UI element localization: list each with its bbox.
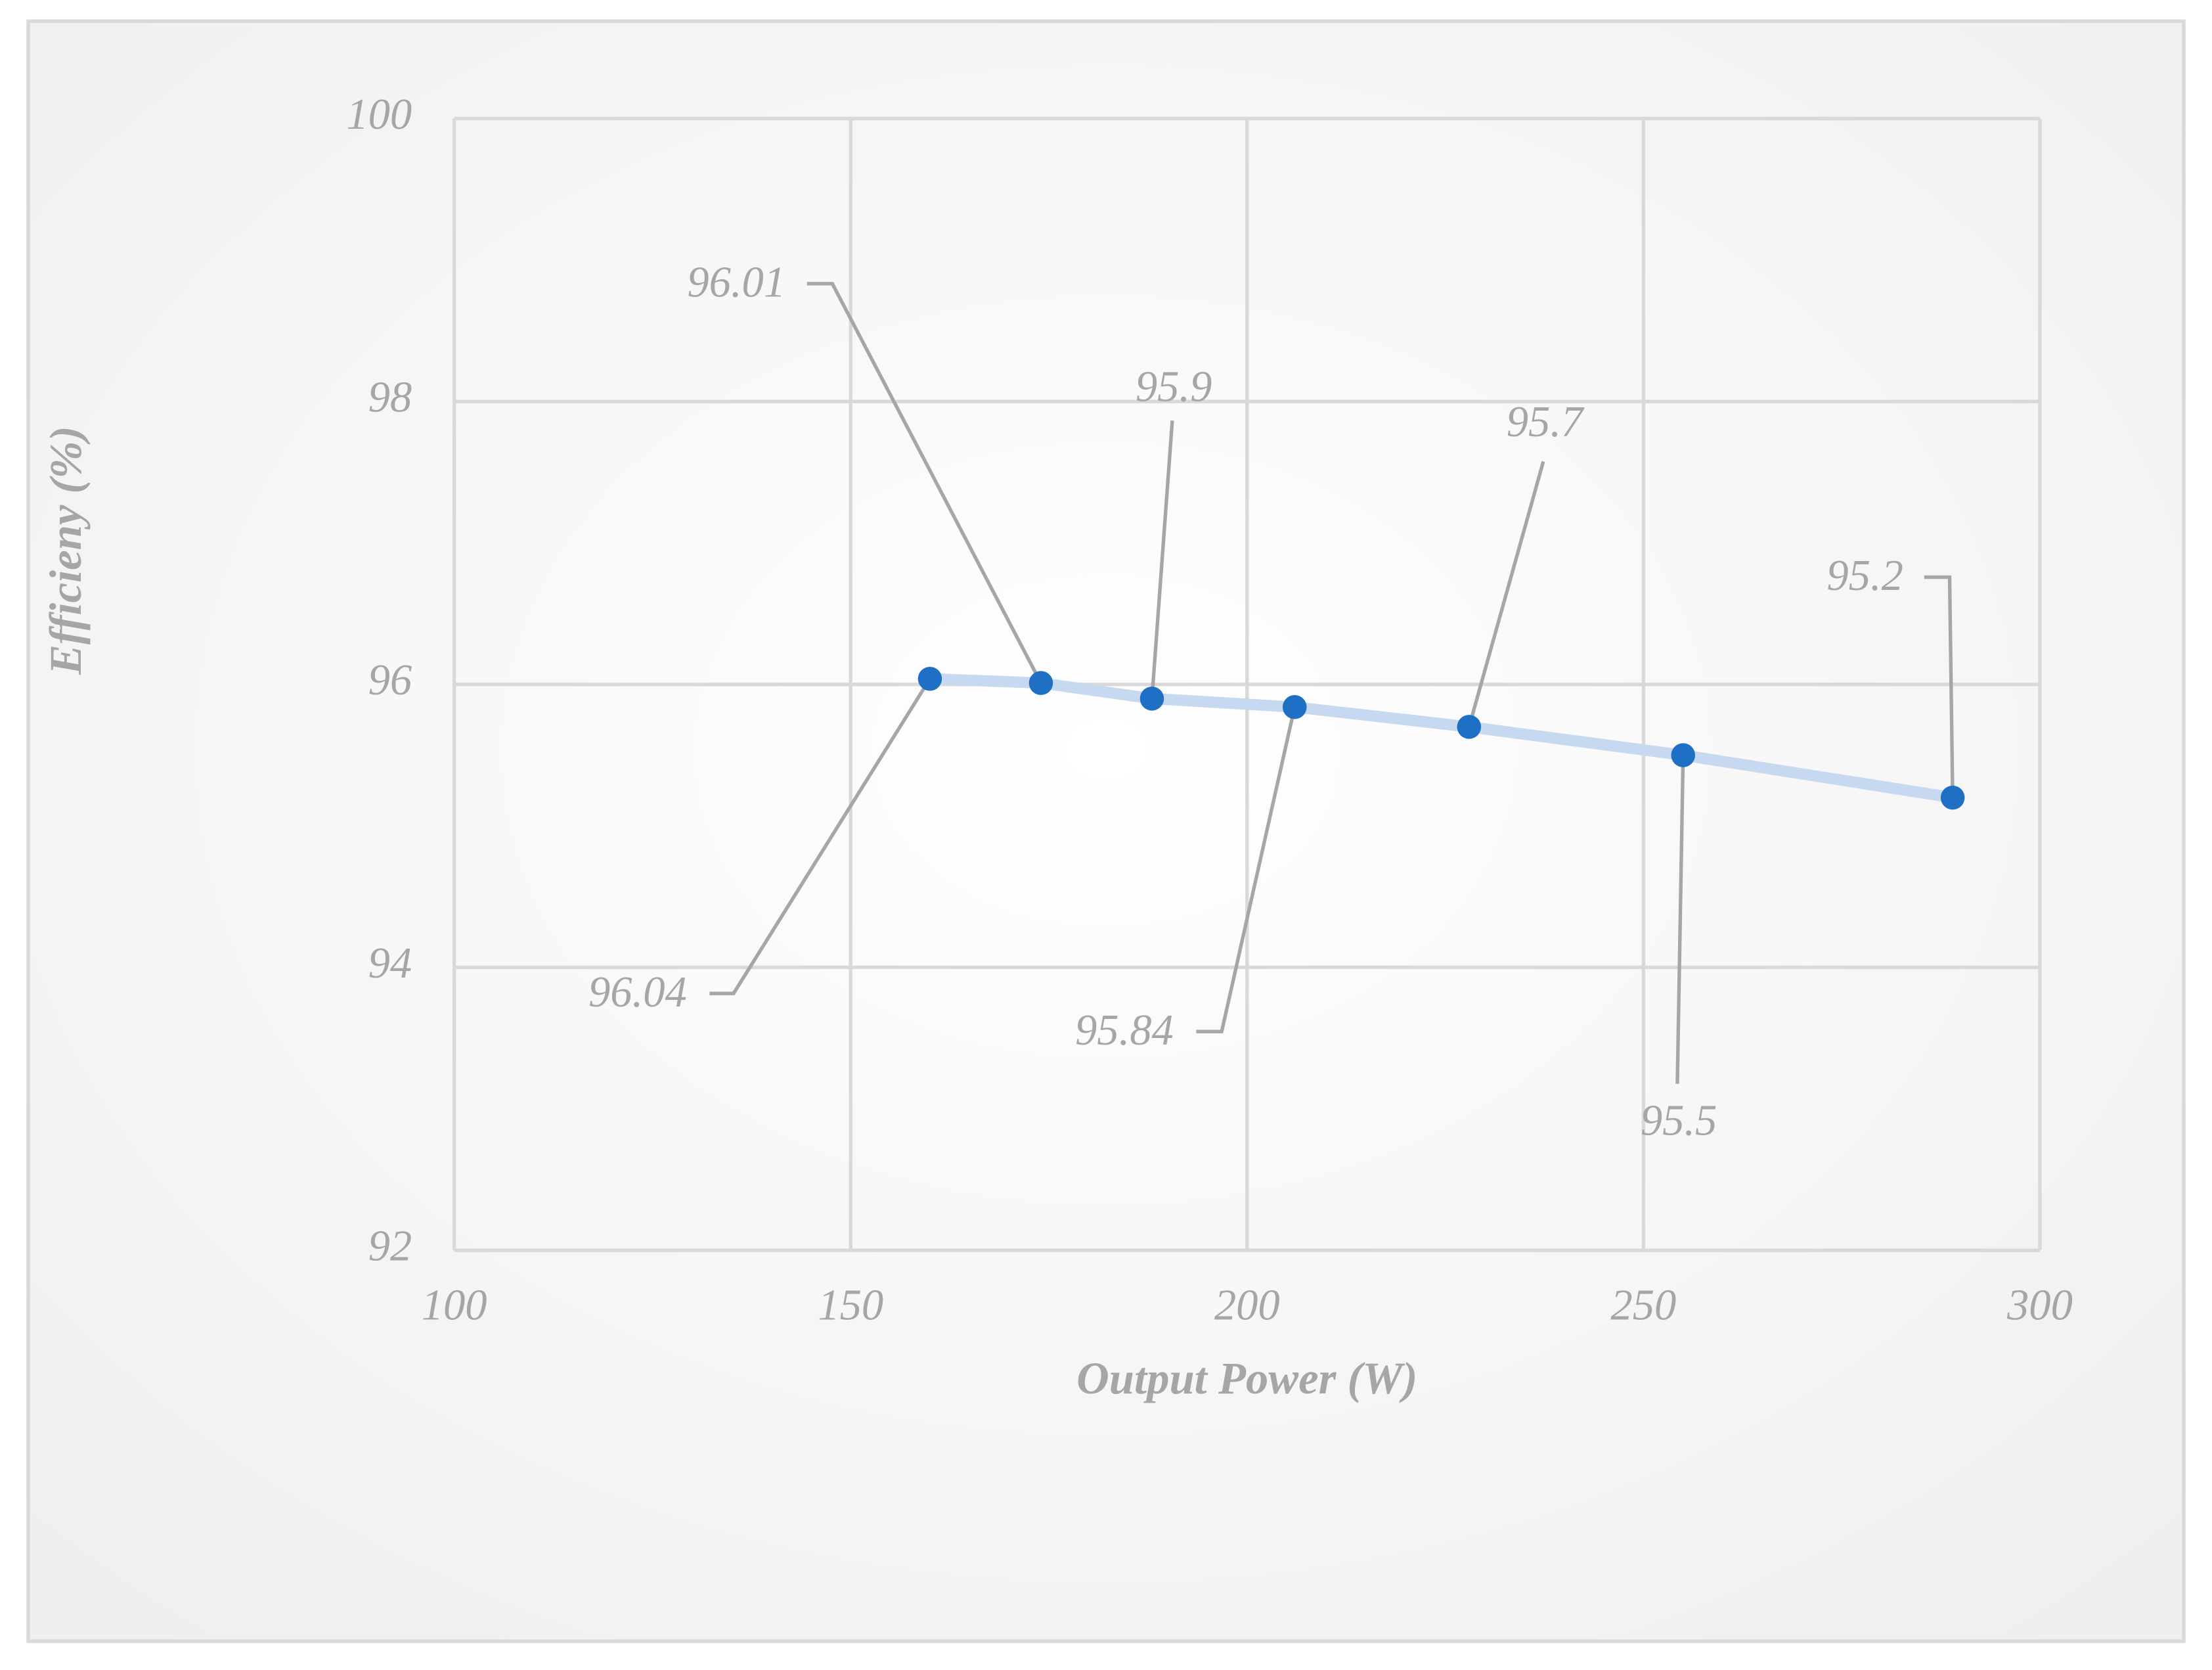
x-tick-label: 250 (1610, 1282, 1676, 1330)
leader-line (1150, 420, 1174, 699)
y-tick-label: 98 (368, 373, 412, 421)
leader-line (709, 677, 932, 995)
data-label: 95.2 (1826, 552, 1903, 600)
data-point (1671, 743, 1695, 767)
data-point (918, 666, 942, 691)
x-tick-label: 300 (2006, 1282, 2073, 1330)
data-point (1029, 671, 1053, 695)
data-point (1139, 687, 1164, 711)
leader-line (807, 282, 1043, 684)
y-tick-label: 94 (368, 939, 412, 987)
data-label: 95.7 (1507, 398, 1585, 446)
y-tick-label: 92 (368, 1222, 412, 1270)
leader-line (1467, 461, 1545, 728)
leader-line (1675, 755, 1685, 1084)
y-tick-label: 100 (346, 91, 412, 139)
x-axis-title: Output Power (W) (1076, 1353, 1417, 1403)
chart-frame (26, 19, 2186, 1643)
data-point (1940, 785, 1965, 810)
x-tick-label: 200 (1214, 1282, 1280, 1330)
data-label: 95.84 (1075, 1006, 1174, 1054)
data-label: 95.5 (1641, 1096, 1717, 1144)
data-point (1282, 695, 1307, 719)
x-tick-label: 150 (818, 1282, 883, 1330)
data-label: 96.01 (687, 258, 785, 306)
y-tick-label: 96 (368, 656, 412, 704)
data-point (1457, 715, 1482, 739)
data-label: 95.9 (1136, 363, 1212, 411)
x-tick-label: 100 (422, 1282, 487, 1330)
leader-line (1196, 706, 1296, 1033)
y-axis-title: Efficieny (%) (41, 426, 91, 675)
data-label: 96.04 (588, 968, 687, 1016)
leader-line (1924, 575, 1955, 798)
